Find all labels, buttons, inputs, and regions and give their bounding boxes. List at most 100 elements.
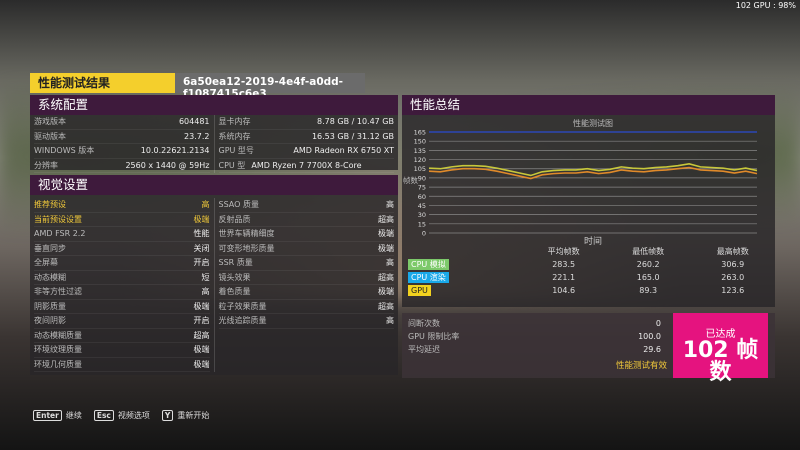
latency-row: 平均延迟 29.6 — [402, 343, 667, 356]
section-header: 系统配置 — [30, 95, 398, 115]
key-hint: Esc — [93, 410, 114, 421]
setting-row: 当前预设设置 极端 — [34, 213, 210, 227]
setting-value: 高 — [386, 200, 394, 209]
setting-value: 性能 — [193, 229, 210, 238]
setting-name: SSR 质量 — [218, 258, 253, 267]
y-tick-label: 135 — [414, 147, 426, 155]
settings-column: 游戏版本 604481 驱动版本 23.7.2 WINDOWS 版本 10.0.22621… — [30, 115, 214, 173]
key-hint: Enter — [33, 410, 62, 421]
label: 平均延迟 — [408, 345, 440, 354]
setting-name: 全屏幕 — [34, 258, 58, 267]
setting-row: 系统内存 16.53 GB / 31.12 GB — [218, 130, 394, 144]
visual-settings-panel: 视觉设置 推荐预设高当前预设设置 极端 AMD FSR 2.2 性能 垂直同步 关闭 全屏幕… — [30, 175, 398, 375]
setting-value: 开启 — [193, 316, 210, 325]
setting-row: 可变形地形质量 极端 — [218, 242, 394, 256]
setting-name: 镜头效果 — [218, 272, 251, 282]
y-tick-label: 60 — [418, 193, 426, 201]
fps-max: 123.6 — [721, 286, 745, 295]
fps-row: CPU 模拟 283.5 260.2 306.9 — [402, 258, 775, 271]
y-tick-label: 45 — [418, 202, 426, 210]
setting-value: AMD Ryzen 7 7700X 8-Core Processor — [251, 160, 362, 185]
y-tick-label: 105 — [414, 165, 426, 173]
setting-value: 超高 — [193, 330, 210, 340]
performance-chart: 性能测试图 165 150 135 120 105 90 75 60 45 30 15 0 帧数 时间 — [402, 115, 775, 247]
y-tick-label: 120 — [414, 156, 426, 164]
fps-table: 平均帧数 最低帧数 最高帧数 CPU 模拟 283.5 260.2 306.9 CPU 渲染… — [402, 245, 775, 297]
footer-action-y[interactable]: Y 重新开始 — [161, 410, 209, 421]
setting-name: 显卡内存 — [218, 117, 251, 126]
setting-row: 游戏版本 604481 — [34, 115, 210, 130]
setting-row: 分辨率 2560 x 1440 @ 59Hz — [34, 159, 210, 173]
setting-name: AMD FSR 2.2 — [34, 229, 86, 238]
setting-value: 604481 — [178, 117, 210, 126]
setting-row: 反射品质 超高 — [218, 213, 394, 227]
setting-value: 超高 — [378, 272, 394, 282]
setting-name: 系统内存 — [218, 131, 251, 141]
gpu-overlay: 102 GPU : 98% — [735, 1, 796, 10]
settings-column: 显卡内存 8.78 GB / 10.47 GB 系统内存 16.53 GB / 31.… — [213, 115, 399, 185]
setting-value: 高 — [201, 200, 210, 209]
setting-row: 非等方性过滤 高 — [34, 285, 210, 300]
fps-value: 102 — [682, 338, 729, 363]
setting-name: 阴影质量 — [34, 301, 66, 311]
setting-value: 关闭 — [193, 243, 210, 253]
setting-value: 高 — [386, 258, 394, 267]
setting-row: 环境几何质量 极端 — [34, 358, 210, 372]
setting-row: 着色质量 极端 — [218, 285, 394, 300]
fps-max: 263.0 — [721, 273, 745, 282]
setting-value: 8.78 GB / 10.47 GB — [317, 117, 394, 126]
component-tag: CPU 模拟 — [408, 259, 449, 270]
setting-name: 当前预设设置 — [34, 214, 82, 224]
setting-name: CPU 型号 — [218, 160, 246, 185]
setting-row: 光线追踪质量 高 — [218, 314, 394, 329]
col-header: 平均帧数 — [547, 247, 580, 256]
settings-column: SSAO 质量高反射品质 超高 世界车辆精细度 极端 可变形地形质量 极端 SSR 质量高镜… — [213, 198, 399, 372]
row-label: CPU 渲染 — [402, 271, 521, 284]
setting-name: 世界车辆精细度 — [218, 229, 275, 238]
setting-name: 粒子效果质量 — [218, 301, 267, 311]
setting-name: WINDOWS 版本 — [34, 146, 95, 155]
title-bar: 性能测试结果 6a50ea12-2019-4e4f-a0dd-f1087415c… — [30, 73, 365, 100]
footer-action-enter[interactable]: Enter 继续 — [33, 410, 82, 421]
setting-row: 阴影质量 极端 — [34, 300, 210, 314]
series-line — [428, 166, 758, 180]
y-tick-label: 75 — [418, 184, 426, 192]
fps-row: GPU 104.6 89.3 123.6 — [402, 284, 775, 297]
value: 0 — [655, 319, 661, 328]
row-label: CPU 模拟 — [402, 258, 521, 271]
col-header: 最高帧数 — [716, 247, 749, 256]
value: 29.6 — [643, 345, 661, 354]
setting-name: SSAO 质量 — [218, 200, 259, 209]
setting-name: 垂直同步 — [34, 243, 66, 253]
y-tick-label: 90 — [418, 174, 426, 182]
setting-value: 极端 — [378, 229, 394, 238]
run-id: 6a50ea12-2019-4e4f-a0dd-f1087415c6e3 — [175, 73, 365, 100]
setting-name: 驱动版本 — [34, 131, 66, 141]
setting-name: GPU 型号 — [218, 146, 254, 155]
setting-value: 16.53 GB / 31.12 GB — [311, 131, 394, 141]
section-header: 性能总结 — [402, 95, 775, 115]
setting-name: 反射品质 — [218, 214, 251, 224]
result-panel: 间断次数 0 GPU 限制比率 100.0 平均延迟 29.6 性能测试有效 已达成 … — [402, 313, 775, 384]
setting-name: 推荐预设 — [34, 200, 66, 209]
achieved-label: 已达成 — [705, 329, 736, 340]
y-tick-label: 0 — [422, 230, 426, 238]
fps-row: CPU 渲染 221.1 165.0 263.0 — [402, 271, 775, 284]
row-label: GPU — [402, 284, 521, 297]
fps-min: 260.2 — [636, 260, 660, 269]
label: GPU 限制比率 — [408, 332, 460, 341]
setting-value: 超高 — [378, 301, 394, 311]
setting-row: 推荐预设 高 — [34, 198, 210, 213]
setting-value: 极端 — [378, 287, 394, 296]
footer-action-esc[interactable]: Esc 视频选项 — [93, 410, 150, 421]
y-tick-label: 165 — [414, 129, 426, 137]
setting-name: 分辨率 — [34, 160, 58, 170]
setting-name: 可变形地形质量 — [218, 243, 275, 253]
fps-avg: 104.6 — [552, 286, 576, 295]
setting-row: 垂直同步 关闭 — [34, 242, 210, 256]
setting-row: 动态模糊质量 超高 — [34, 329, 210, 343]
setting-value: 极端 — [193, 214, 210, 224]
setting-value: AMD Radeon RX 6750 XT — [293, 146, 394, 155]
setting-row: 粒子效果质量 超高 — [218, 300, 394, 314]
setting-row: 显卡内存 8.78 GB / 10.47 GB — [218, 115, 394, 130]
